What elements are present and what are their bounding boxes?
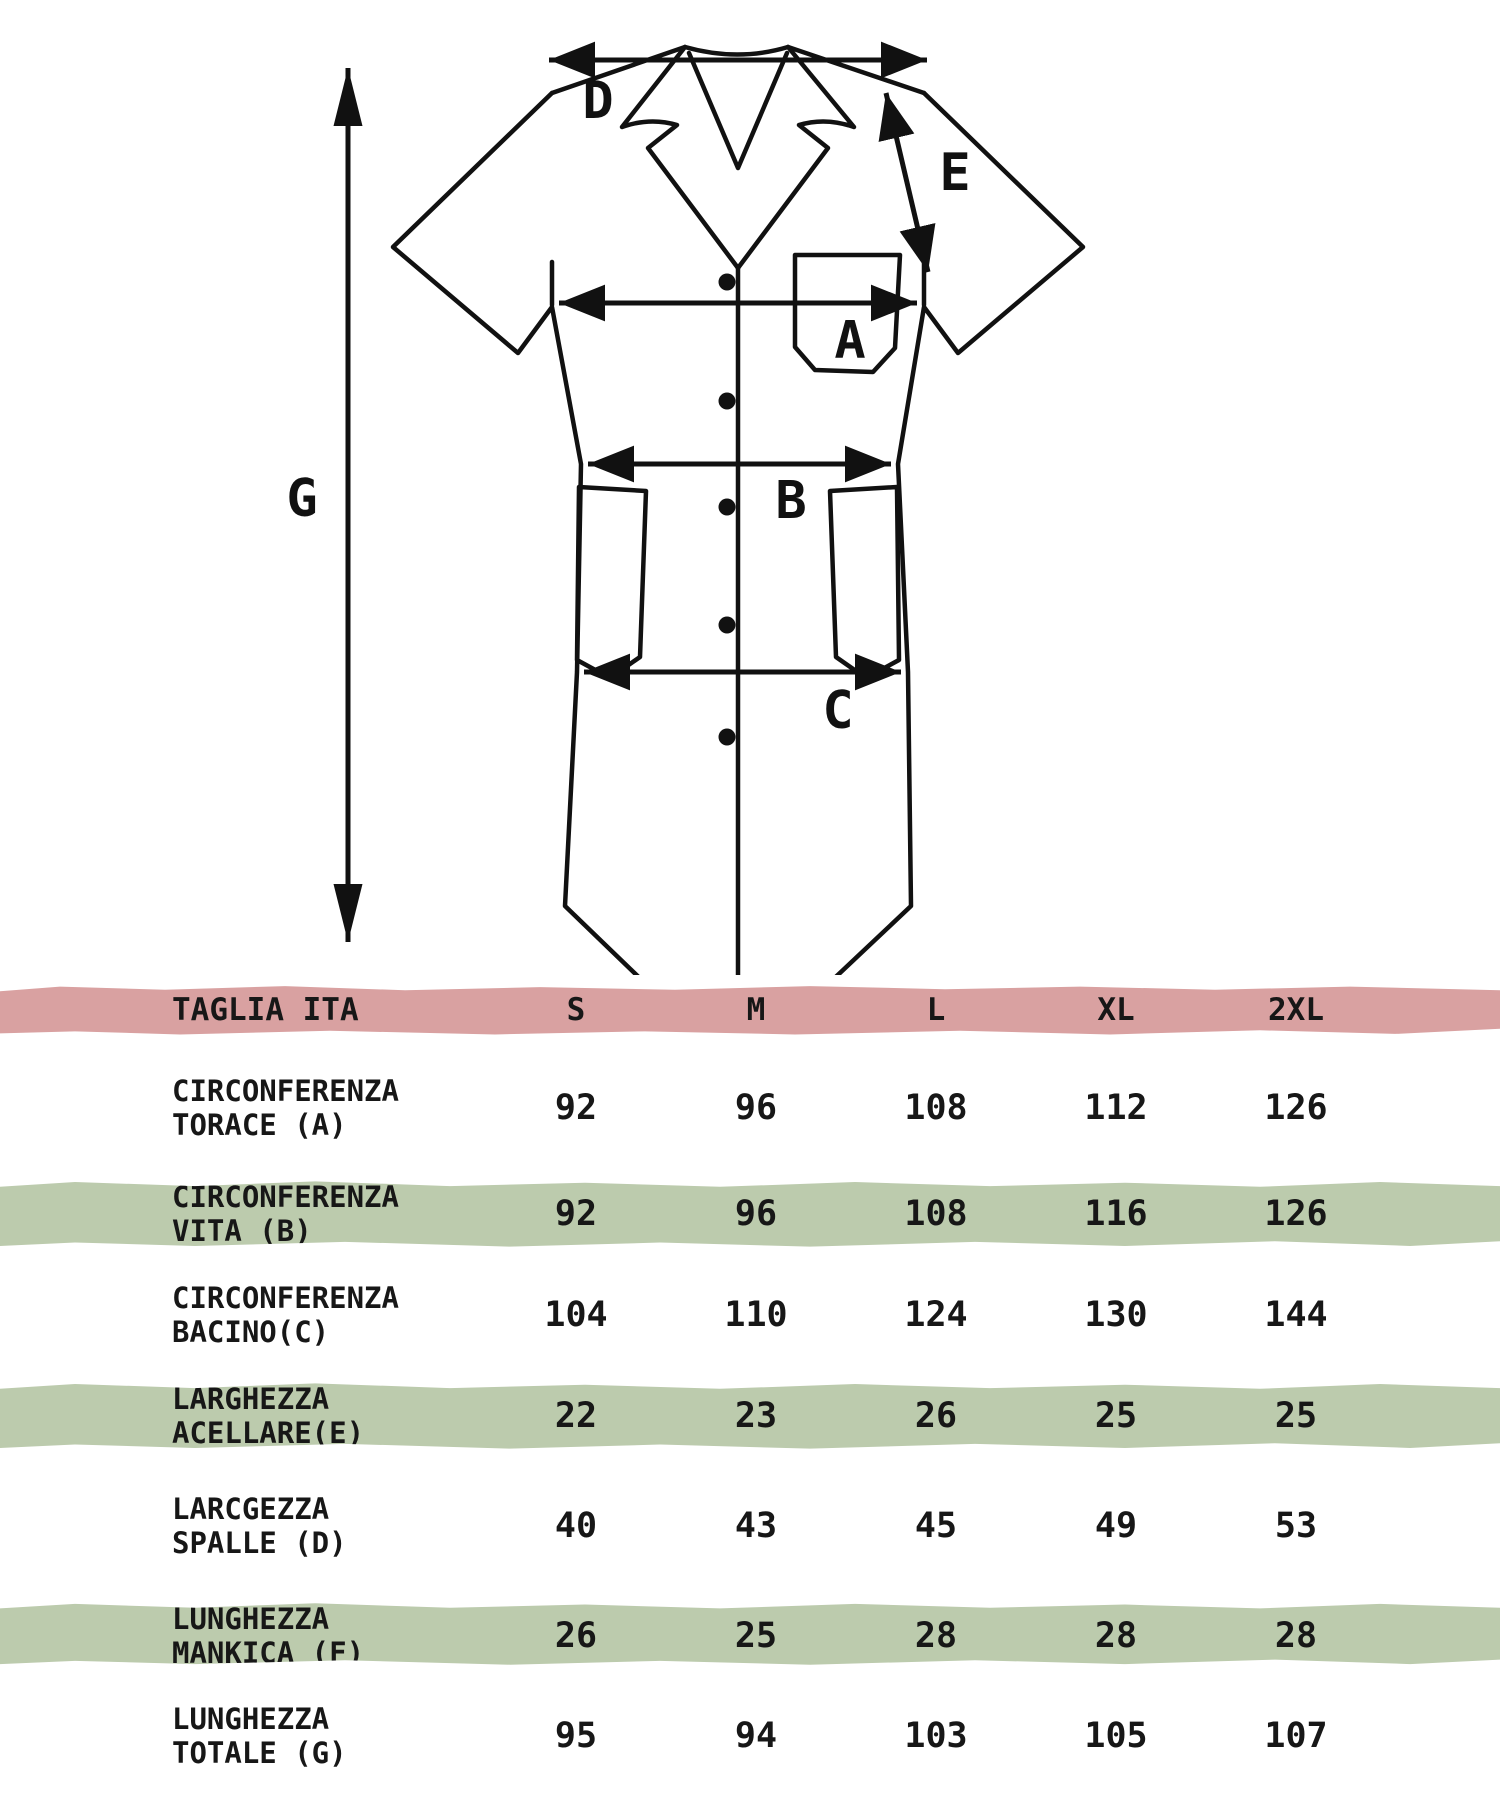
- measurement-value: 23: [734, 1396, 778, 1436]
- size-table-header-row: TAGLIA ITA S M L XL 2XL: [0, 986, 1500, 1035]
- measurement-value: 92: [554, 1194, 598, 1234]
- measurement-value: 104: [544, 1295, 608, 1335]
- measurement-value: 28: [1094, 1616, 1138, 1656]
- table-row-total-length: LUNGHEZZA TOTALE (G) 95 94 103 105 107: [0, 1672, 1500, 1800]
- collar-right: [735, 44, 857, 271]
- label-waist-B: B: [775, 471, 806, 531]
- button-dot: [718, 392, 736, 410]
- measurement-value: 105: [1084, 1716, 1148, 1756]
- label-shoulder-D: D: [582, 71, 613, 131]
- measurement-value: 26: [914, 1396, 958, 1436]
- garment-diagram: G D E A B C: [286, 41, 1086, 975]
- label-total-length-G: G: [286, 469, 317, 529]
- button-dot: [718, 728, 736, 746]
- measurement-value: 49: [1094, 1506, 1138, 1546]
- measurement-label: LUNGHEZZA MANKICA (F): [172, 1602, 365, 1670]
- size-column-header-m: M: [746, 992, 766, 1028]
- size-column-header-l: L: [926, 992, 946, 1028]
- size-column-header-s: S: [566, 992, 586, 1028]
- body-silhouette: [390, 90, 1086, 975]
- measurement-arrows: [333, 41, 936, 942]
- measurement-value: 92: [554, 1088, 598, 1128]
- table-row-sleeve: LUNGHEZZA MANKICA (F) 26 25 28 28 28: [0, 1603, 1500, 1665]
- measurement-value: 25: [1094, 1396, 1138, 1436]
- measurement-value: 108: [904, 1088, 968, 1128]
- measurement-label: LARCGEZZA SPALLE (D): [172, 1492, 347, 1560]
- measurement-value: 144: [1264, 1295, 1328, 1335]
- measurement-value: 110: [724, 1295, 788, 1335]
- collar-left: [619, 44, 741, 271]
- measurement-value: 108: [904, 1194, 968, 1234]
- table-row-armhole: LARGHEZZA ACELLARE(E) 22 23 26 25 25: [0, 1382, 1500, 1450]
- size-column-header-xl: XL: [1097, 992, 1135, 1028]
- measurement-label: CIRCONFERENZA VITA (B): [172, 1180, 399, 1248]
- measurement-value: 126: [1264, 1194, 1328, 1234]
- measurement-value: 103: [904, 1716, 968, 1756]
- label-armhole-E: E: [939, 143, 970, 203]
- measurement-label: LARGHEZZA ACELLARE(E): [172, 1382, 365, 1450]
- measurement-value: 96: [734, 1088, 778, 1128]
- label-chest-A: A: [834, 311, 865, 371]
- measurement-value: 95: [554, 1716, 598, 1756]
- measurement-value: 28: [914, 1616, 958, 1656]
- measurement-value: 45: [914, 1506, 958, 1546]
- measurement-value: 94: [734, 1716, 778, 1756]
- measurement-value: 116: [1084, 1194, 1148, 1234]
- label-hip-C: C: [822, 681, 853, 741]
- arrow-armhole-E: [878, 92, 936, 273]
- measurement-label: CIRCONFERENZA TORACE (A): [172, 1074, 399, 1142]
- measurement-value: 96: [734, 1194, 778, 1234]
- measurement-value: 130: [1084, 1295, 1148, 1335]
- measurement-value: 43: [734, 1506, 778, 1546]
- measurement-value: 126: [1264, 1088, 1328, 1128]
- measurement-value: 112: [1084, 1088, 1148, 1128]
- measurement-value: 28: [1274, 1616, 1318, 1656]
- measurement-label: LUNGHEZZA TOTALE (G): [172, 1702, 347, 1770]
- measurement-value: 53: [1274, 1506, 1318, 1546]
- measurement-value: 22: [554, 1396, 598, 1436]
- measurement-value: 26: [554, 1616, 598, 1656]
- table-row-hip: CIRCONFERENZA BACINO(C) 104 110 124 130 1…: [0, 1248, 1500, 1382]
- measurement-value: 40: [554, 1506, 598, 1546]
- button-dot: [718, 498, 736, 516]
- size-column-header-2xl: 2XL: [1268, 992, 1324, 1028]
- measurement-value: 25: [734, 1616, 778, 1656]
- button-dot: [718, 616, 736, 634]
- measurement-value: 124: [904, 1295, 968, 1335]
- neckline-v: [686, 50, 790, 171]
- table-row-shoulders: LARCGEZZA SPALLE (D) 40 43 45 49 53: [0, 1450, 1500, 1602]
- size-table-title: TAGLIA ITA: [172, 992, 359, 1028]
- measurement-label: CIRCONFERENZA BACINO(C): [172, 1281, 399, 1349]
- table-row-waist: CIRCONFERENZA VITA (B) 92 96 108 116 126: [0, 1180, 1500, 1248]
- table-row-chest: CIRCONFERENZA TORACE (A) 92 96 108 112 12…: [0, 1036, 1500, 1180]
- measurement-value: 25: [1274, 1396, 1318, 1436]
- measurement-value: 107: [1264, 1716, 1328, 1756]
